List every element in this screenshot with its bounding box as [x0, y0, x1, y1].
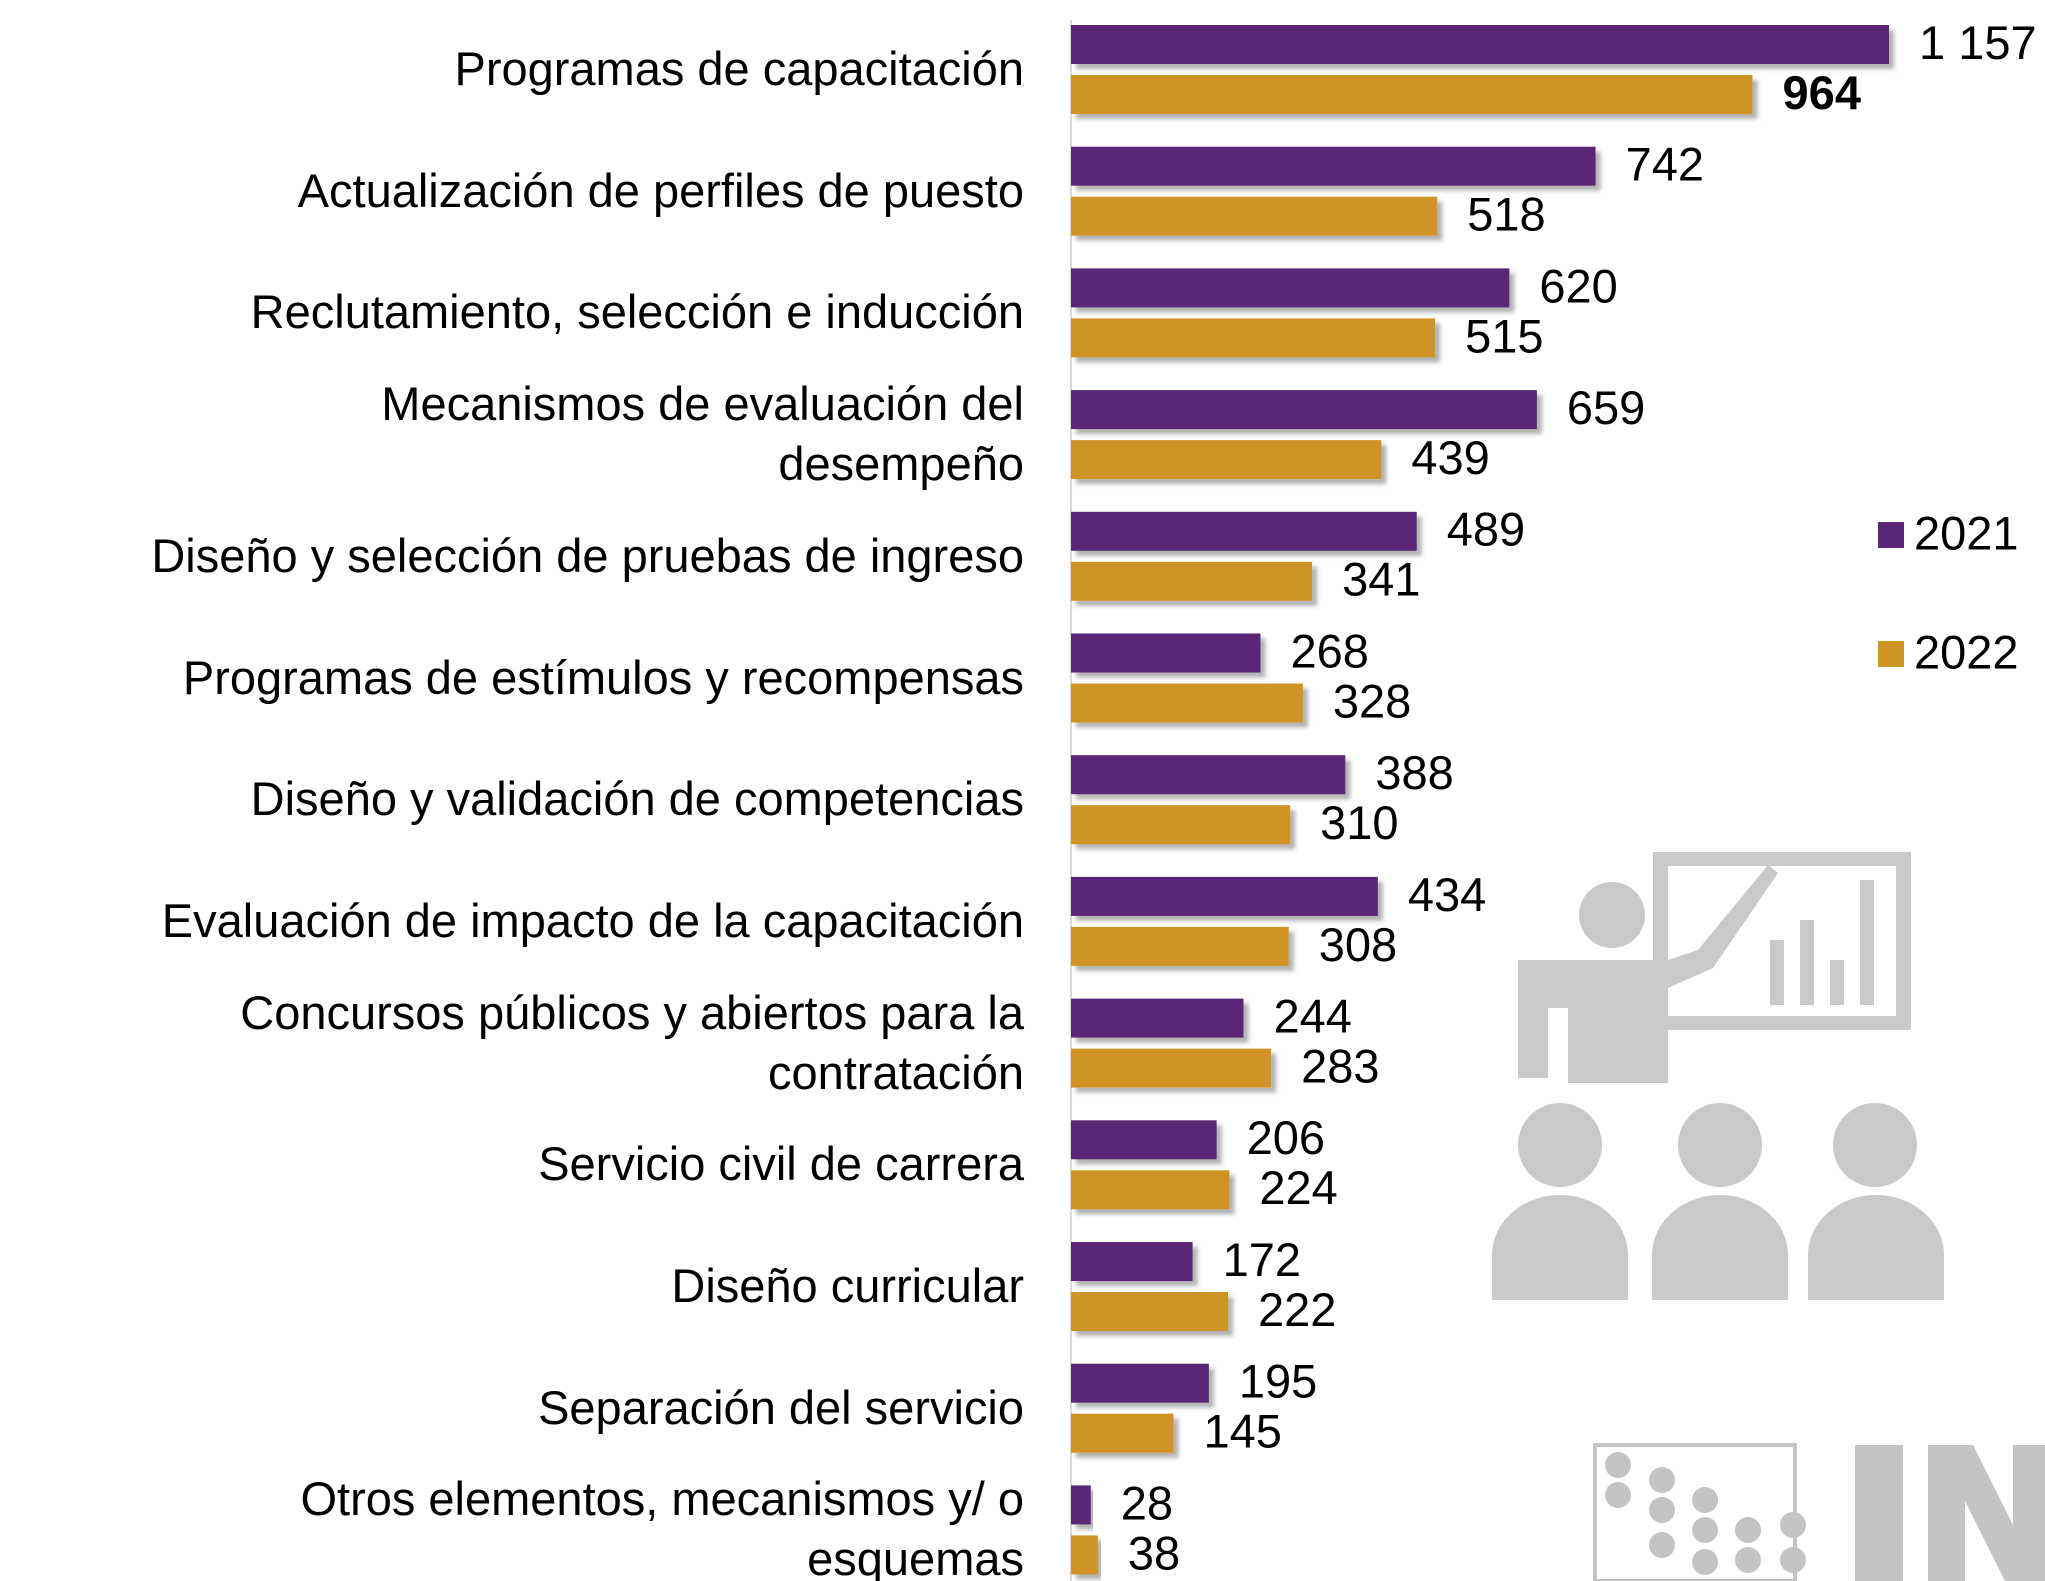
- value-label: 620: [1539, 259, 1617, 312]
- bar: [1071, 1048, 1272, 1088]
- bar: [1071, 268, 1510, 308]
- value-label: 439: [1411, 431, 1489, 484]
- value-label: 328: [1333, 674, 1411, 727]
- bar: [1071, 1485, 1091, 1525]
- value-label: 268: [1290, 624, 1368, 677]
- category-label: Evaluación de impacto de la capacitación: [161, 893, 1024, 947]
- value-label: 515: [1465, 309, 1543, 362]
- legend-swatch: [1878, 522, 1904, 548]
- value-label: 388: [1375, 746, 1453, 799]
- bar: [1071, 75, 1753, 114]
- bar: [1071, 318, 1436, 358]
- category-label: Actualización de perfiles de puesto: [297, 163, 1024, 217]
- category-label: Diseño y selección de pruebas de ingreso: [151, 528, 1024, 582]
- value-label: 38: [1128, 1526, 1180, 1579]
- category-label: Diseño y validación de competencias: [250, 772, 1024, 826]
- value-label: 434: [1408, 868, 1486, 921]
- bar: [1071, 25, 1889, 64]
- value-label: 964: [1783, 66, 1861, 119]
- category-label: Reclutamiento, selección e inducción: [250, 285, 1024, 339]
- value-label: 222: [1258, 1283, 1336, 1336]
- category-label: Programas de capacitación: [454, 42, 1024, 95]
- category-label: Diseño curricular: [671, 1259, 1024, 1312]
- bar: [1071, 876, 1378, 916]
- bar: [1071, 1242, 1193, 1281]
- bar: [1071, 196, 1438, 236]
- bar: [1071, 1292, 1228, 1331]
- bar: [1071, 511, 1417, 551]
- bar: [1071, 1170, 1230, 1210]
- value-label: 195: [1239, 1355, 1317, 1408]
- illustration: [1492, 852, 1944, 1300]
- value-label: 244: [1274, 990, 1352, 1043]
- legend-swatch: [1878, 641, 1904, 667]
- value-label: 224: [1259, 1161, 1337, 1214]
- value-label: 659: [1567, 381, 1645, 434]
- category-label: Servicio civil de carrera: [538, 1137, 1024, 1191]
- value-label: 310: [1320, 796, 1398, 849]
- bar: [1071, 390, 1537, 430]
- value-label: 145: [1204, 1405, 1282, 1458]
- bar: [1071, 998, 1244, 1038]
- value-label: 341: [1342, 553, 1420, 606]
- value-label: 308: [1319, 918, 1397, 971]
- bar: [1071, 755, 1346, 795]
- bar: [1071, 1120, 1217, 1160]
- bar: [1071, 561, 1313, 601]
- value-label: 489: [1447, 503, 1525, 556]
- legend-label: 2021: [1914, 506, 2019, 559]
- bar: [1071, 146, 1596, 186]
- bar: [1071, 1363, 1209, 1403]
- bar: [1071, 926, 1289, 966]
- bar: [1071, 633, 1261, 673]
- legend-label: 2022: [1914, 625, 2019, 678]
- category-label: Concursos públicos y abiertos para la co…: [240, 985, 1024, 1099]
- value-label: 28: [1121, 1476, 1173, 1529]
- value-label: 206: [1247, 1111, 1325, 1164]
- bar: [1071, 1413, 1174, 1453]
- bar: [1071, 1535, 1098, 1575]
- category-label: Programas de estímulos y recompensas: [182, 650, 1024, 704]
- bar: [1071, 683, 1303, 723]
- category-label: Mecanismos de evaluación del desempeño: [381, 377, 1024, 491]
- bar: [1071, 805, 1291, 845]
- bar: [1071, 440, 1382, 480]
- value-label: 172: [1223, 1233, 1301, 1286]
- value-label: 1 157: [1919, 16, 2037, 69]
- logo: [1593, 1443, 2045, 1581]
- value-label: 283: [1301, 1040, 1379, 1093]
- category-label: Separación del servicio: [538, 1380, 1024, 1434]
- value-label: 518: [1467, 188, 1545, 241]
- value-label: 742: [1626, 138, 1704, 191]
- category-label: Otros elementos, mecanismos y/ o esquema…: [300, 1472, 1024, 1581]
